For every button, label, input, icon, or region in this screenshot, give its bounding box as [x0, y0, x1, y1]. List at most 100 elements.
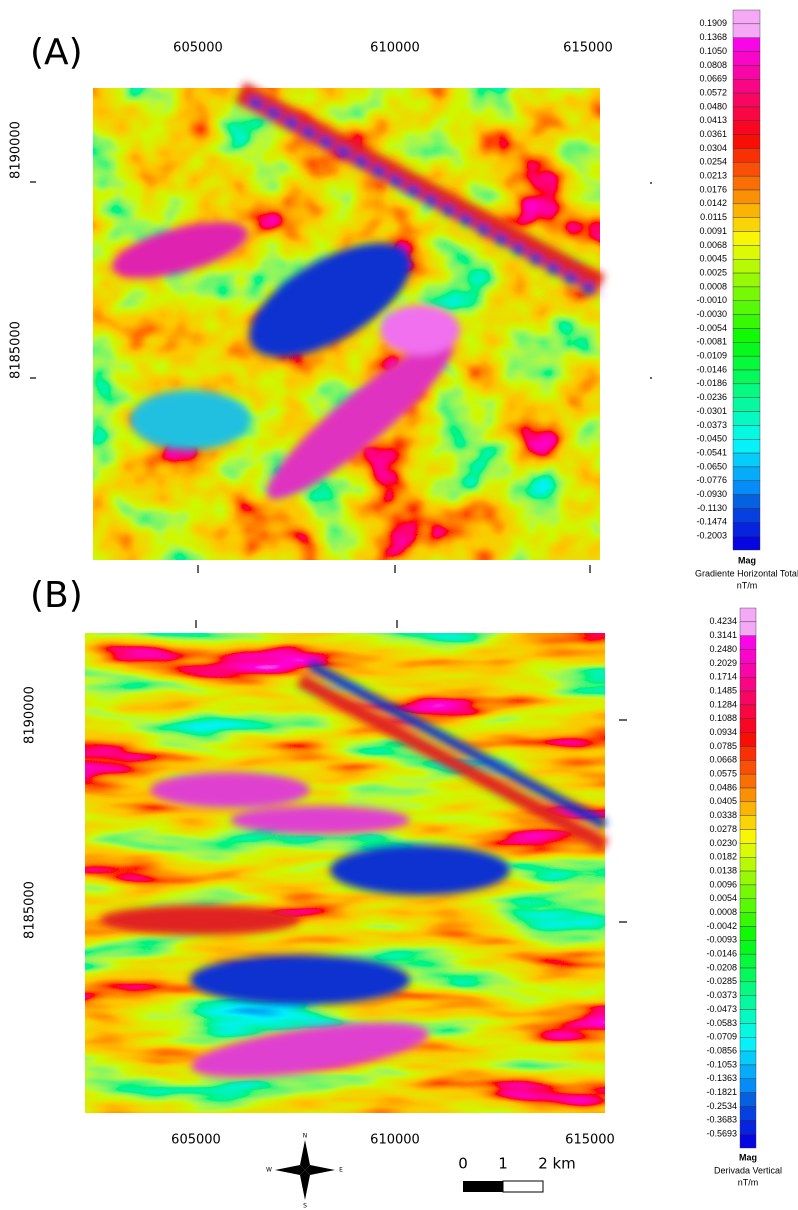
legend-title: Mag — [738, 555, 756, 565]
color-cell — [733, 65, 760, 79]
color-cell — [733, 356, 760, 370]
color-cell — [740, 760, 756, 774]
legend-unit: nT/m — [737, 580, 758, 590]
legend-label: 0.0045 — [699, 254, 727, 264]
legend-label: -0.0109 — [696, 351, 727, 361]
color-cell — [733, 135, 760, 149]
legend-label: -0.1053 — [706, 1059, 737, 1069]
legend-label: 0.0785 — [709, 741, 737, 751]
legend-title: Mag — [739, 1152, 757, 1162]
color-cell — [740, 650, 756, 664]
legend-label: -0.5693 — [706, 1129, 737, 1139]
legend-label: -0.0930 — [696, 489, 727, 499]
legend-label: 0.0182 — [709, 852, 737, 862]
color-cell — [733, 301, 760, 315]
color-cell — [733, 522, 760, 536]
color-cell — [733, 162, 760, 176]
color-cell — [740, 774, 756, 788]
color-cell — [733, 52, 760, 66]
x-tick-label: 615000 — [565, 1133, 615, 1148]
legend-label: 0.2029 — [709, 658, 737, 668]
color-cell — [740, 871, 756, 885]
color-cell — [733, 24, 760, 38]
color-cell — [733, 287, 760, 301]
color-cell — [733, 232, 760, 246]
color-cell — [740, 719, 756, 733]
north-arrow: N S W E — [266, 1133, 343, 1210]
color-cell — [740, 940, 756, 954]
color-cell — [733, 398, 760, 412]
legend-label: -0.2003 — [696, 531, 727, 541]
legend-label: 0.0486 — [709, 782, 737, 792]
x-tick-label: 605000 — [171, 1133, 221, 1148]
color-cell — [740, 1120, 756, 1134]
figure: (A) (B) N S W E 0 1 2 km 605000610000615… — [0, 0, 798, 1210]
color-cell — [733, 370, 760, 384]
color-cell — [740, 705, 756, 719]
legend-label: 0.0054 — [709, 893, 737, 903]
legend-label: 0.0669 — [699, 74, 727, 84]
legend-label: 0.1485 — [709, 685, 737, 695]
color-cell — [733, 425, 760, 439]
legend-label: -0.0054 — [696, 323, 727, 333]
scale-label: 0 — [458, 1155, 468, 1173]
compass-letter: E — [339, 1167, 343, 1174]
legend-label: -0.0301 — [696, 406, 727, 416]
legend-label: 0.1714 — [709, 672, 737, 682]
color-cell — [740, 1106, 756, 1120]
legend-label: -0.0030 — [696, 309, 727, 319]
legend-label: -0.0042 — [706, 921, 737, 931]
color-cell — [740, 733, 756, 747]
legend-label: 0.0808 — [699, 60, 727, 70]
color-cell — [733, 412, 760, 426]
map-b — [85, 633, 605, 1113]
y-tick-label: 8185000 — [23, 881, 38, 939]
legend-label: 0.4234 — [709, 616, 737, 626]
color-cell — [733, 38, 760, 52]
legend-label: -0.1363 — [706, 1073, 737, 1083]
color-cell — [740, 816, 756, 830]
color-cell — [733, 121, 760, 135]
color-cell — [740, 746, 756, 760]
color-cell — [740, 677, 756, 691]
x-tick-label: 610000 — [370, 41, 420, 56]
color-cell — [733, 384, 760, 398]
legend-label: -0.0373 — [706, 990, 737, 1000]
color-cell — [740, 982, 756, 996]
color-cell — [733, 93, 760, 107]
color-cell — [740, 1093, 756, 1107]
color-cell — [733, 273, 760, 287]
color-cell — [740, 1037, 756, 1051]
legend-label: -0.3683 — [706, 1115, 737, 1125]
color-cell — [740, 691, 756, 705]
color-cell — [740, 1134, 756, 1148]
legend-label: -0.0285 — [706, 976, 737, 986]
color-cell — [740, 996, 756, 1010]
legend-label: 0.1088 — [709, 713, 737, 723]
color-cell — [733, 204, 760, 218]
x-tick-label: 605000 — [173, 41, 223, 56]
legend-label: 0.0115 — [700, 212, 727, 222]
legend-label: 0.1050 — [699, 46, 727, 56]
legend-label: -0.0093 — [706, 935, 737, 945]
color-cell — [733, 176, 760, 190]
y-tick-label: 8185000 — [9, 321, 24, 379]
legend-label: 0.0361 — [699, 129, 727, 139]
legend-label: -0.0010 — [696, 295, 727, 305]
color-cell — [733, 508, 760, 522]
color-cell — [733, 107, 760, 121]
compass-letter: N — [303, 1133, 308, 1140]
scale-label: 1 — [498, 1155, 508, 1173]
legend-label: -0.0081 — [696, 337, 727, 347]
color-cell — [740, 857, 756, 871]
legend-label: 0.0575 — [709, 769, 737, 779]
legend-label: -0.0373 — [696, 420, 727, 430]
legend-label: -0.0186 — [696, 378, 727, 388]
panel-label: (B) — [30, 575, 83, 616]
legend-subtitle: Gradiente Horizontal Total — [695, 568, 798, 578]
color-cell — [733, 495, 760, 509]
color-cell — [733, 481, 760, 495]
legend-label: 0.0025 — [699, 267, 727, 277]
color-cell — [740, 885, 756, 899]
compass-letter: W — [266, 1167, 272, 1174]
